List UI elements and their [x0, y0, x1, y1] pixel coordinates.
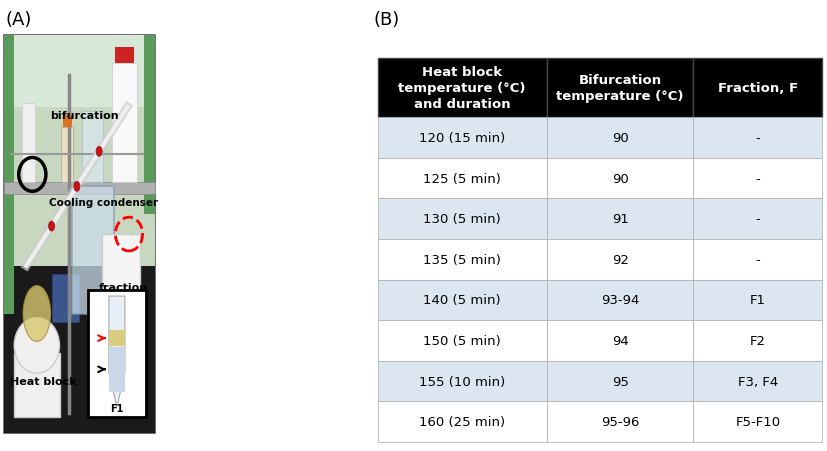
Bar: [693, 59, 822, 118]
Bar: [3, 36, 155, 433]
Text: (A): (A): [6, 11, 31, 29]
Text: Cooling condenser: Cooling condenser: [49, 198, 158, 208]
Bar: [547, 321, 693, 361]
Text: 91: 91: [612, 213, 629, 226]
Text: 150 (5 min): 150 (5 min): [423, 334, 501, 347]
Polygon shape: [109, 296, 125, 407]
Ellipse shape: [14, 318, 60, 373]
Bar: [82, 111, 103, 183]
Bar: [3, 36, 155, 266]
Text: 94: 94: [612, 334, 629, 347]
Bar: [63, 115, 72, 127]
Bar: [88, 290, 146, 417]
Bar: [3, 36, 14, 314]
Bar: [693, 280, 822, 321]
Text: Bifurcation
temperature (°C): Bifurcation temperature (°C): [557, 74, 684, 103]
Text: 93-94: 93-94: [601, 294, 639, 307]
Bar: [693, 199, 822, 239]
Bar: [52, 274, 79, 322]
Text: 125 (5 min): 125 (5 min): [423, 172, 501, 185]
Text: 90: 90: [612, 132, 629, 145]
Text: Heat block
temperature (°C)
and duration: Heat block temperature (°C) and duration: [399, 66, 526, 111]
Bar: [693, 401, 822, 442]
Bar: [3, 36, 155, 107]
Text: 140 (5 min): 140 (5 min): [423, 294, 501, 307]
Text: -: -: [756, 172, 760, 185]
Bar: [547, 118, 693, 159]
Text: 155 (10 min): 155 (10 min): [419, 375, 505, 388]
Bar: [693, 118, 822, 159]
Bar: [547, 239, 693, 280]
Bar: [693, 361, 822, 401]
Bar: [693, 239, 822, 280]
Ellipse shape: [96, 147, 103, 157]
Ellipse shape: [74, 182, 80, 192]
Text: F1: F1: [110, 403, 123, 413]
Text: fraction: fraction: [98, 282, 147, 292]
Text: 135 (5 min): 135 (5 min): [423, 253, 501, 266]
Bar: [693, 321, 822, 361]
Bar: [547, 401, 693, 442]
Bar: [109, 331, 125, 346]
Bar: [61, 127, 73, 183]
Text: 90: 90: [612, 172, 629, 185]
Text: -: -: [756, 132, 760, 145]
Text: F3, F4: F3, F4: [738, 375, 778, 388]
Bar: [547, 159, 693, 199]
Bar: [547, 59, 693, 118]
Bar: [378, 321, 547, 361]
Text: -: -: [756, 213, 760, 226]
Bar: [116, 48, 133, 64]
Bar: [144, 36, 155, 215]
Bar: [378, 59, 547, 118]
Bar: [109, 347, 125, 391]
Bar: [22, 104, 36, 183]
Text: 120 (15 min): 120 (15 min): [419, 132, 505, 145]
Ellipse shape: [49, 221, 55, 231]
Text: F5-F10: F5-F10: [735, 415, 781, 428]
Bar: [112, 64, 136, 183]
Bar: [72, 187, 114, 314]
Text: F2: F2: [750, 334, 766, 347]
Bar: [3, 266, 155, 433]
Bar: [378, 401, 547, 442]
Bar: [378, 118, 547, 159]
Text: 160 (25 min): 160 (25 min): [419, 415, 505, 428]
Text: 92: 92: [612, 253, 629, 266]
Bar: [378, 159, 547, 199]
Bar: [378, 280, 547, 321]
Bar: [547, 361, 693, 401]
Text: Heat block: Heat block: [10, 377, 76, 387]
Bar: [378, 361, 547, 401]
Bar: [547, 280, 693, 321]
Bar: [378, 239, 547, 280]
Bar: [14, 354, 60, 417]
Bar: [3, 183, 155, 195]
Bar: [547, 199, 693, 239]
Bar: [378, 199, 547, 239]
Text: Fraction, F: Fraction, F: [718, 82, 798, 95]
Bar: [693, 159, 822, 199]
Text: F1: F1: [750, 294, 766, 307]
Ellipse shape: [23, 286, 50, 342]
Text: (B): (B): [373, 11, 399, 29]
Text: bifurcation: bifurcation: [50, 110, 119, 120]
Text: 130 (5 min): 130 (5 min): [423, 213, 501, 226]
Text: -: -: [756, 253, 760, 266]
Text: 95: 95: [612, 375, 629, 388]
Bar: [102, 235, 140, 345]
Text: 95-96: 95-96: [601, 415, 639, 428]
